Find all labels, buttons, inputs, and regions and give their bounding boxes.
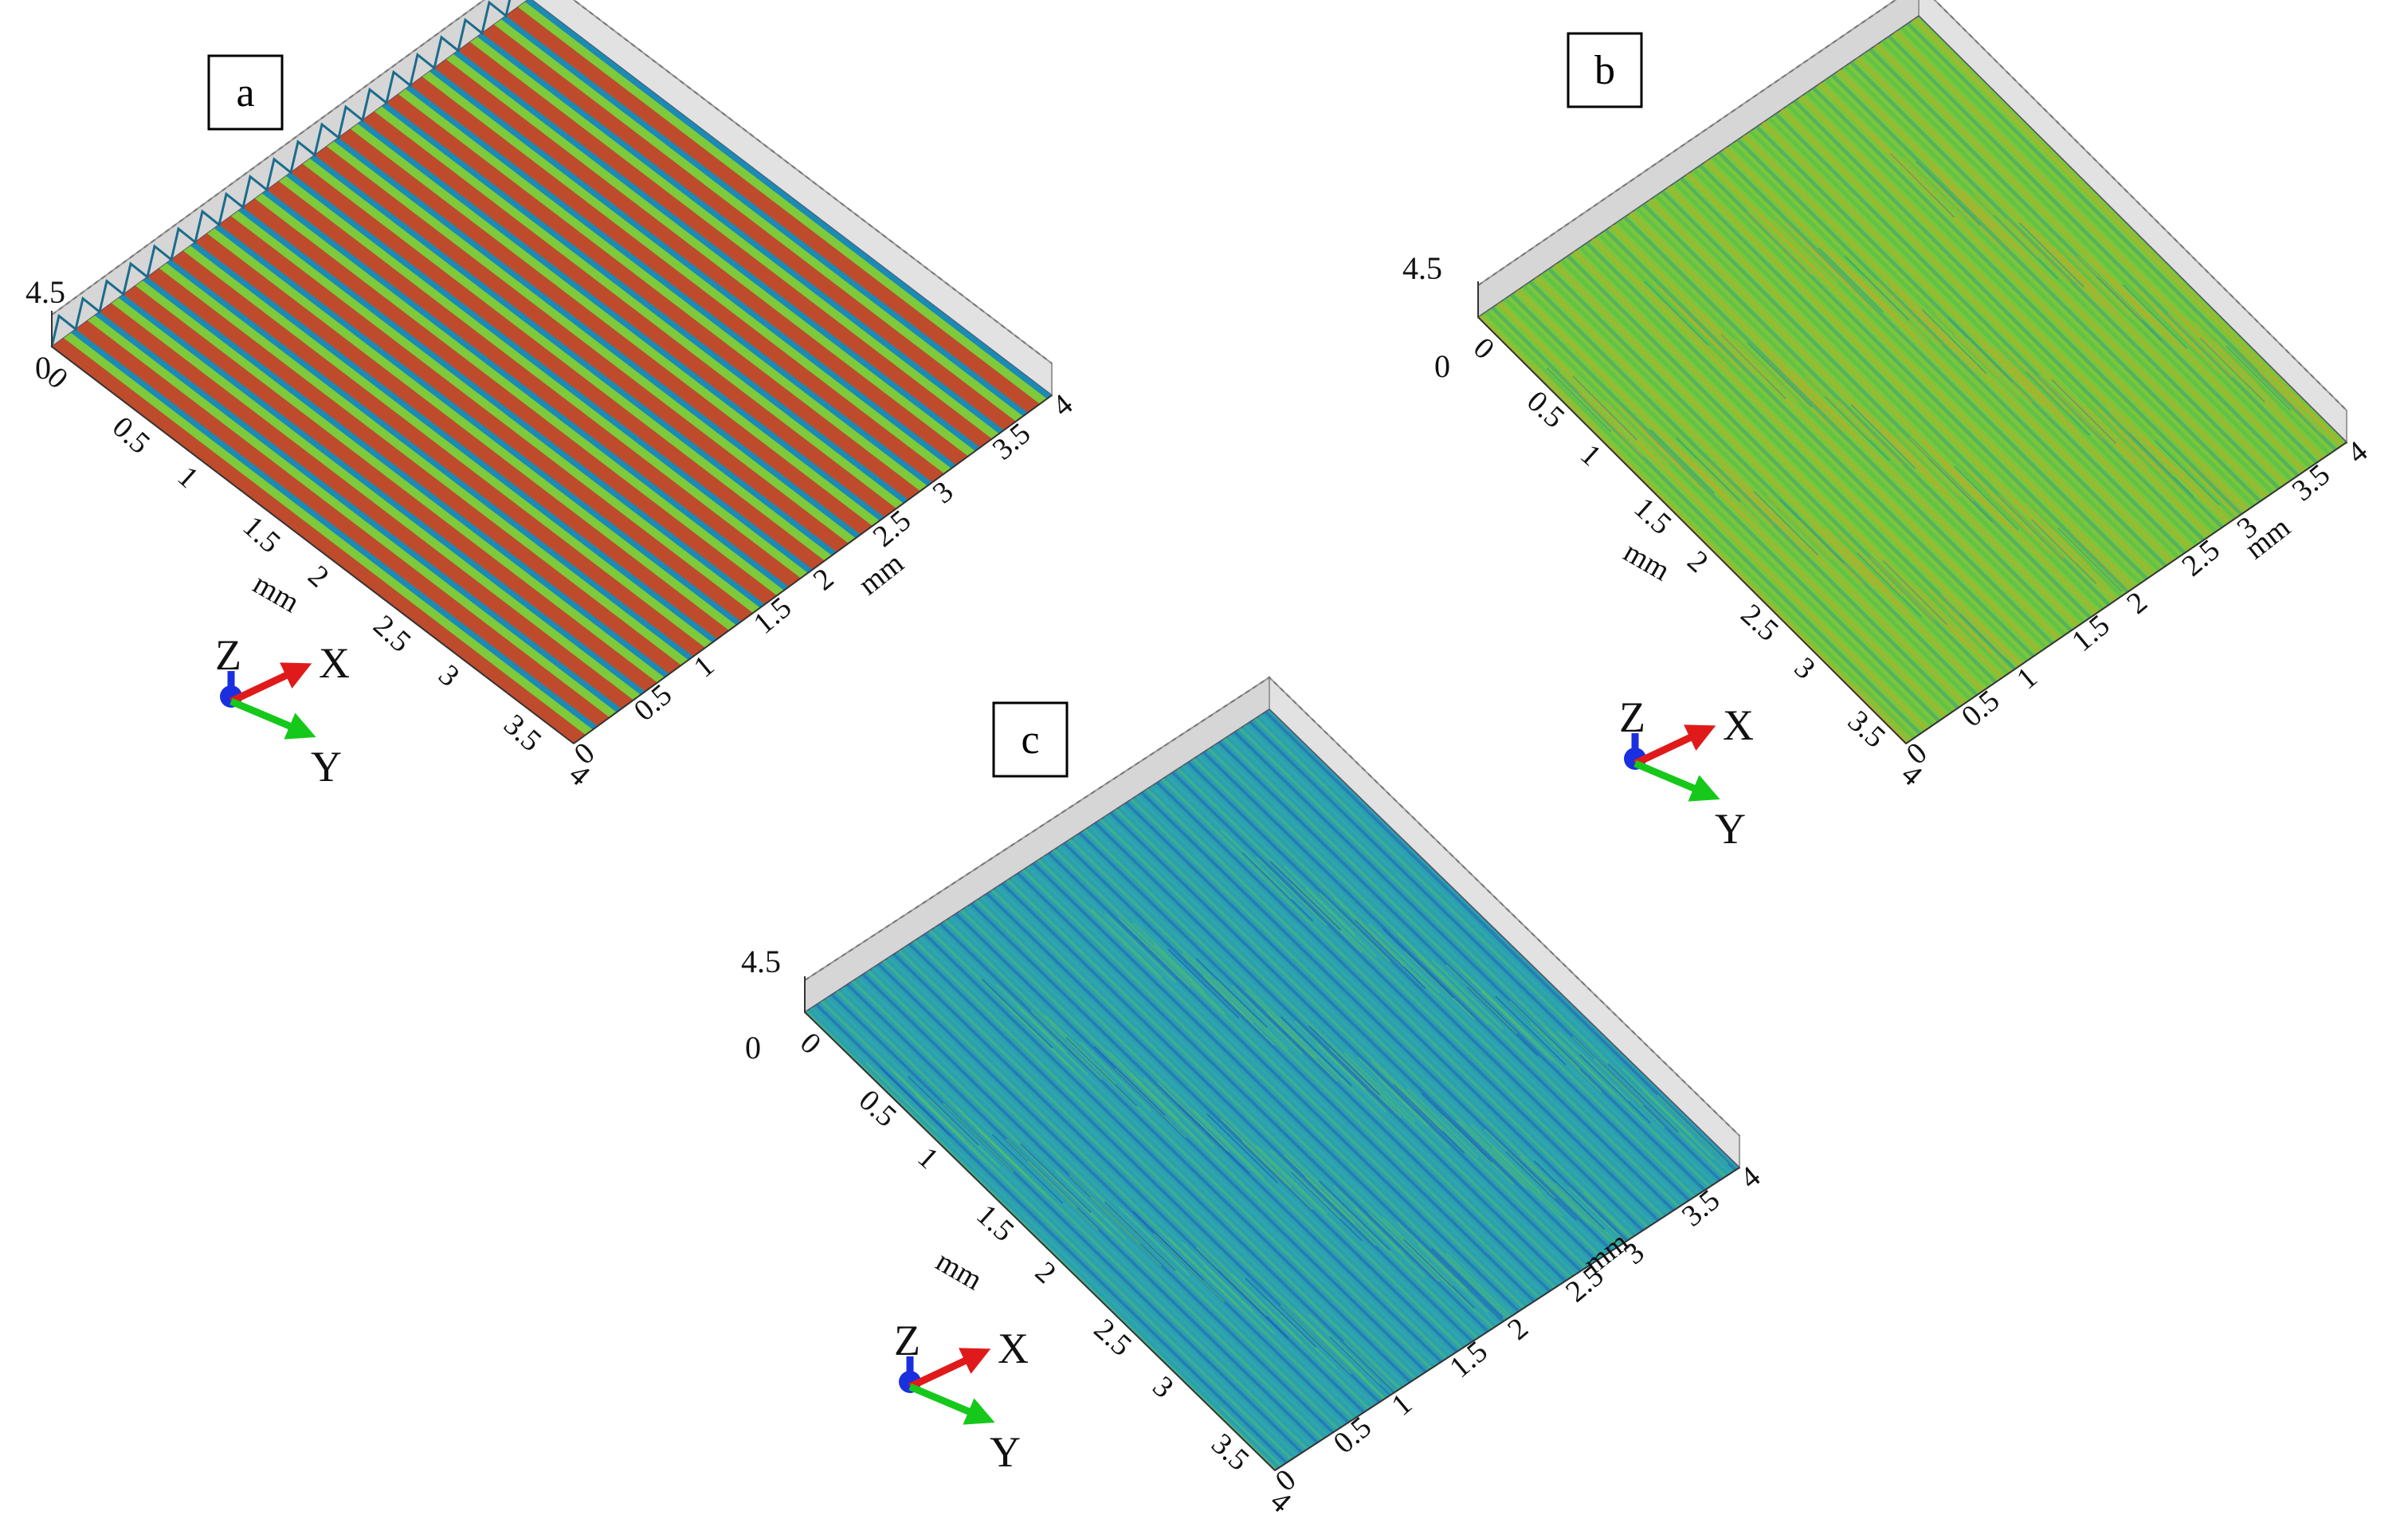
surface-map (1477, 15, 2348, 744)
y-tick-label: 4 (1734, 1160, 1767, 1195)
triad-x-label: X (1723, 701, 1754, 749)
panel-letter: c (1021, 717, 1039, 763)
panel-label-b: b (1567, 32, 1643, 108)
y-tick-label: 0 (568, 736, 602, 771)
x-unit-label: mm (248, 567, 305, 619)
x-tick-label: 2 (301, 559, 335, 594)
y-tick-label: 0 (1269, 1463, 1303, 1498)
y-tick-label: 2 (807, 562, 841, 597)
panel-label-a: a (207, 54, 284, 131)
x-tick-label: 1 (171, 460, 205, 495)
z-zero-label: 0 (745, 1030, 761, 1066)
x-axis-arrow (908, 1348, 991, 1391)
y-tick-label: 1 (2010, 661, 2044, 696)
z-zero-label: 0 (35, 350, 51, 386)
triad-y-label: Y (990, 1428, 1021, 1476)
y-unit-label: mm (853, 547, 910, 602)
z-top-label: 4.5 (741, 944, 781, 979)
x-tick-label: 0 (794, 1026, 827, 1061)
x-unit-label: mm (1618, 535, 1676, 587)
triad-y-label: Y (1715, 805, 1746, 853)
x-tick-label: 0 (1467, 331, 1500, 366)
x-axis-arrow (1633, 724, 1716, 767)
y-tick-label: 0 (1900, 736, 1934, 771)
triad-x-label: X (998, 1325, 1029, 1372)
y-tick-label: 1 (1386, 1387, 1419, 1423)
triad-z-label: Z (215, 631, 241, 679)
z-top-label: 4.5 (25, 274, 65, 310)
x-tick-label: 3 (432, 658, 465, 693)
z-top-label: 4.5 (1402, 250, 1442, 286)
y-axis-arrow (908, 1383, 995, 1425)
panel-letter: b (1594, 48, 1615, 93)
panel-letter: a (236, 70, 254, 116)
triad-x-label: X (319, 639, 350, 687)
y-tick-label: 4 (2341, 435, 2375, 470)
x-unit-label: mm (931, 1244, 988, 1297)
surface-map (803, 708, 1741, 1471)
y-tick-label: 1 (688, 649, 721, 684)
x-axis-arrow (229, 662, 312, 705)
axis-triad: Z X Y (894, 1317, 1029, 1476)
z-zero-label: 0 (1434, 348, 1450, 384)
axis-triad: Z X Y (215, 631, 350, 791)
y-tick-label: 3 (927, 475, 960, 510)
y-axis-arrow (229, 697, 316, 740)
x-tick-label: 3 (1788, 651, 1822, 686)
y-axis-arrow (1633, 759, 1720, 802)
x-tick-label: 1 (1574, 438, 1607, 473)
triad-z-label: Z (1619, 693, 1645, 741)
x-tick-label: 3 (1146, 1370, 1179, 1405)
x-tick-label: 2 (1681, 544, 1714, 579)
y-tick-label: 4 (1046, 388, 1080, 423)
y-tick-label: 2 (1501, 1312, 1535, 1347)
axis-triad: Z X Y (1619, 693, 1754, 853)
y-tick-label: 2 (2120, 586, 2154, 621)
panel-label-c: c (992, 701, 1069, 778)
triad-z-label: Z (894, 1317, 920, 1364)
x-tick-label: 2 (1029, 1255, 1062, 1290)
triad-y-label: Y (311, 743, 342, 791)
x-tick-label: 1 (911, 1140, 944, 1175)
surface-map (50, 0, 1053, 744)
